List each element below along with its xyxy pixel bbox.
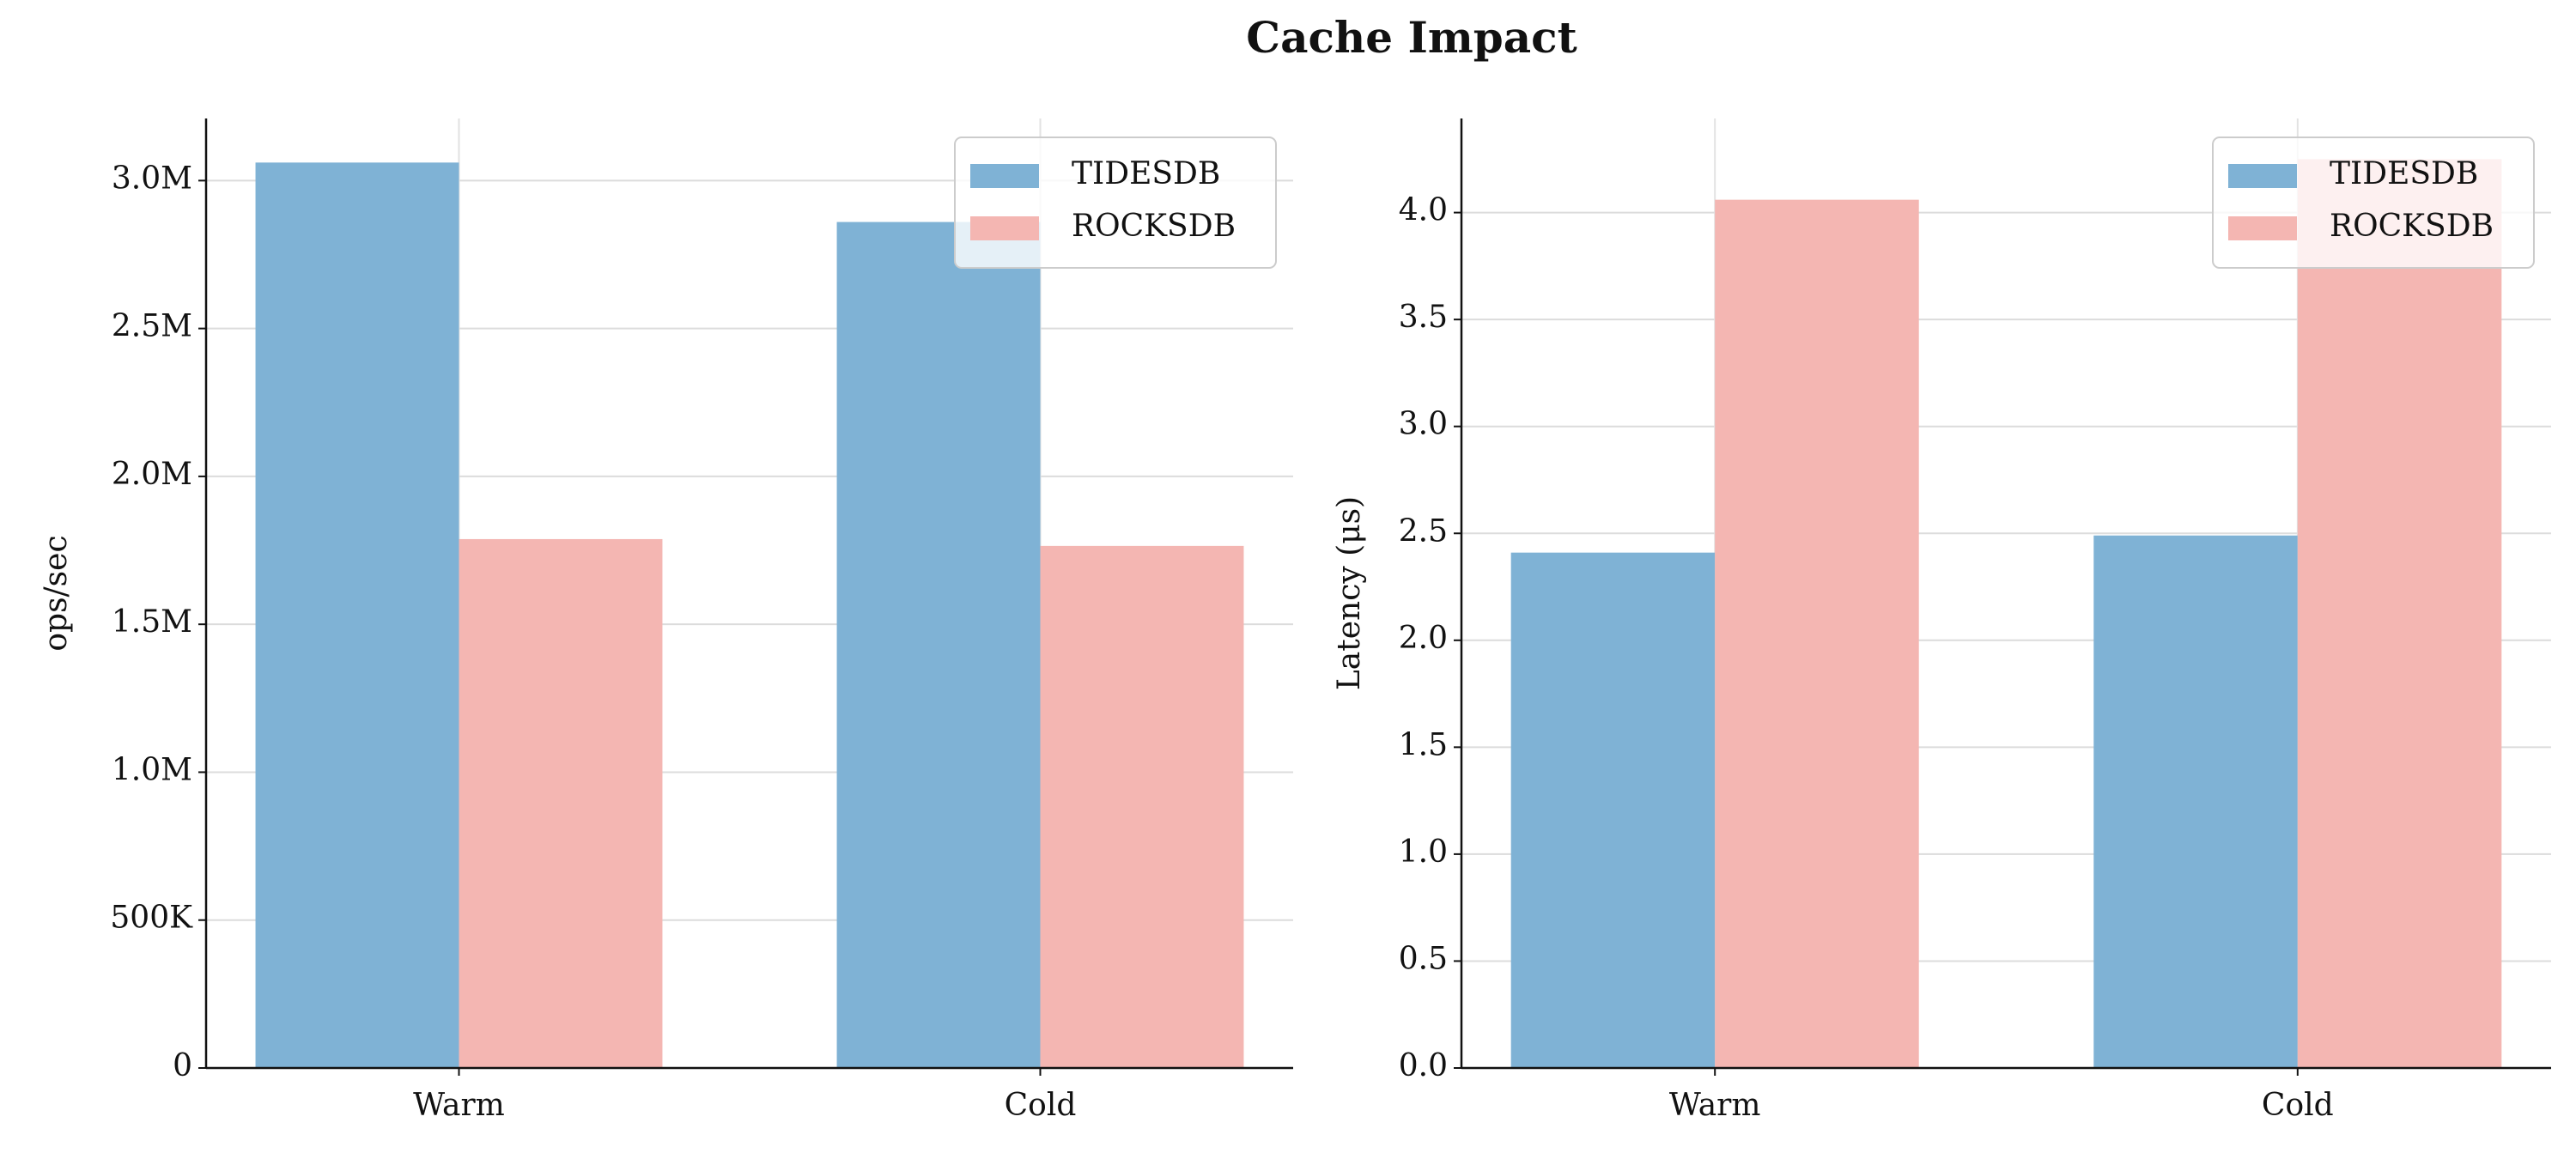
y-tick-label: 2.0 bbox=[1399, 621, 1448, 656]
x-tick-label: Warm bbox=[413, 1088, 505, 1123]
x-tick-label: Cold bbox=[2262, 1088, 2334, 1123]
legend-label: TIDESDB bbox=[2330, 156, 2478, 191]
y-tick-label: 0 bbox=[173, 1048, 192, 1083]
legend-swatch bbox=[2228, 216, 2297, 240]
y-tick-label: 0.5 bbox=[1399, 941, 1448, 976]
bar bbox=[1510, 552, 1716, 1068]
legend-swatch bbox=[970, 216, 1039, 240]
y-axis-label: ops/sec bbox=[39, 535, 74, 651]
y-tick-label: 3.0 bbox=[1399, 407, 1448, 442]
legend-swatch bbox=[2228, 164, 2297, 188]
y-tick-label: 1.0 bbox=[1399, 834, 1448, 870]
y-tick-label: 2.0M bbox=[112, 457, 192, 492]
y-tick-label: 1.5M bbox=[112, 604, 192, 640]
legend: TIDESDB ROCKSDB bbox=[954, 137, 1277, 269]
bar bbox=[1715, 199, 1919, 1068]
legend-label: TIDESDB bbox=[1072, 156, 1220, 191]
bar bbox=[459, 538, 663, 1068]
y-tick-label: 3.5 bbox=[1399, 300, 1448, 335]
y-tick-label: 3.0M bbox=[112, 161, 192, 196]
legend-swatch bbox=[970, 164, 1039, 188]
bar bbox=[255, 162, 459, 1069]
bar bbox=[836, 221, 1041, 1068]
bar bbox=[2297, 159, 2502, 1068]
legend-label: ROCKSDB bbox=[2330, 209, 2494, 244]
y-tick-label: 0.0 bbox=[1399, 1048, 1448, 1083]
legend: TIDESDB ROCKSDB bbox=[2212, 137, 2535, 269]
y-tick-label: 2.5M bbox=[112, 309, 192, 344]
y-tick-label: 1.0M bbox=[112, 752, 192, 787]
y-tick-label: 4.0 bbox=[1399, 193, 1448, 228]
y-tick-label: 2.5 bbox=[1399, 513, 1448, 549]
figure-title: Cache Impact bbox=[1246, 12, 1577, 63]
chart-panel: 0 500K 1.0M 1.5M 2.0M 2.5M 3.0M Warm Cold ops/sec… bbox=[39, 118, 1293, 1123]
x-tick-label: Cold bbox=[1005, 1088, 1077, 1123]
y-tick-label: 500K bbox=[110, 901, 193, 936]
bar bbox=[2093, 535, 2298, 1068]
y-axis-label: Latency (μs) bbox=[1332, 496, 1367, 690]
y-tick-label: 1.5 bbox=[1399, 727, 1448, 762]
legend-label: ROCKSDB bbox=[1072, 209, 1236, 244]
chart-panel: 0.0 0.5 1.0 1.5 2.0 2.5 3.0 3.5 4.0 Warm Cold Laten… bbox=[1332, 118, 2551, 1123]
bar bbox=[1040, 545, 1244, 1068]
x-tick-label: Warm bbox=[1669, 1088, 1761, 1123]
